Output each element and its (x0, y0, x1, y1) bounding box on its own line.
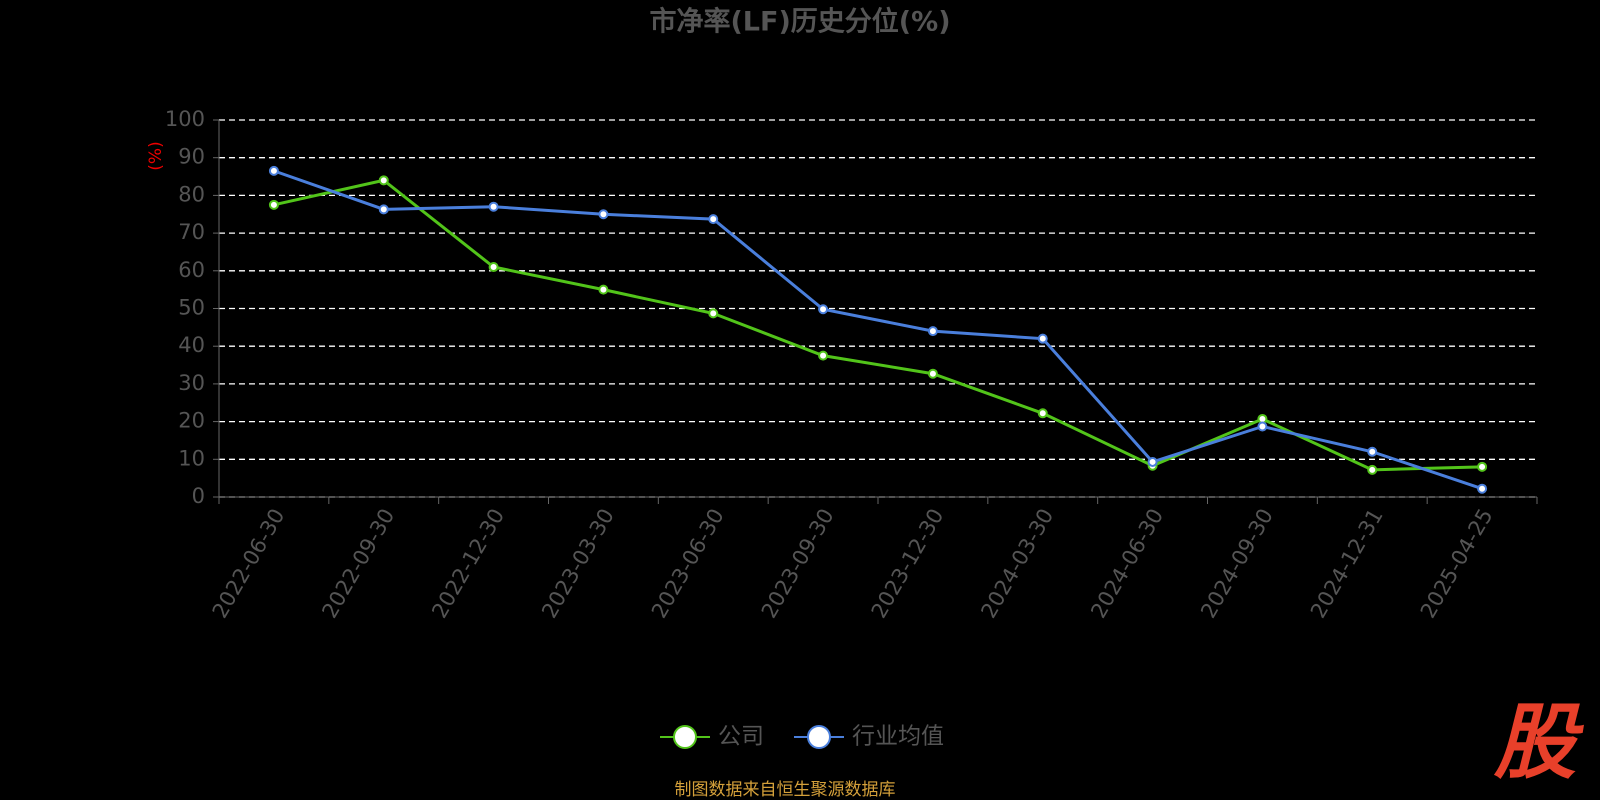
data-point (1477, 461, 1488, 472)
y-tick-label: 20 (178, 409, 205, 433)
y-tick-label: 60 (178, 258, 205, 282)
y-tick-label: 30 (178, 371, 205, 395)
y-tick-label: 100 (165, 107, 205, 131)
data-point (1037, 408, 1048, 419)
data-point (927, 368, 938, 379)
data-point (708, 214, 719, 225)
y-tick-label: 70 (178, 220, 205, 244)
data-point (1257, 421, 1268, 432)
data-point (378, 204, 389, 215)
data-point (1037, 333, 1048, 344)
data-point (1477, 483, 1488, 494)
data-point (818, 350, 829, 361)
data-point (268, 199, 279, 210)
series-line (273, 178, 1483, 472)
y-tick-label: 90 (178, 145, 205, 169)
logo: 股 (1493, 695, 1584, 790)
y-tick-label: 40 (178, 333, 205, 357)
y-axis-label: (%) (146, 141, 166, 170)
y-tick-label: 0 (192, 484, 205, 508)
legend-marker (673, 725, 697, 749)
y-tick-label: 10 (178, 446, 205, 470)
data-point (1147, 456, 1158, 467)
data-point (1367, 464, 1378, 475)
data-point (818, 304, 829, 315)
y-tick-label: 50 (178, 296, 205, 320)
data-point (1367, 446, 1378, 457)
legend-label: 公司 (718, 724, 764, 750)
data-point (598, 284, 609, 295)
data-point (598, 209, 609, 220)
data-point (378, 175, 389, 186)
y-tick-label: 80 (178, 182, 205, 206)
data-point (708, 308, 719, 319)
legend-marker (807, 725, 831, 749)
data-point (268, 165, 279, 176)
legend-label: 行业均值 (852, 724, 944, 750)
source-note: 制图数据来自恒生聚源数据库 (675, 780, 896, 800)
data-point (927, 326, 938, 337)
data-point (488, 262, 499, 273)
data-point (488, 201, 499, 212)
chart-title: 市净率(LF)历史分位(%) (649, 6, 950, 38)
series-line (273, 169, 1483, 491)
